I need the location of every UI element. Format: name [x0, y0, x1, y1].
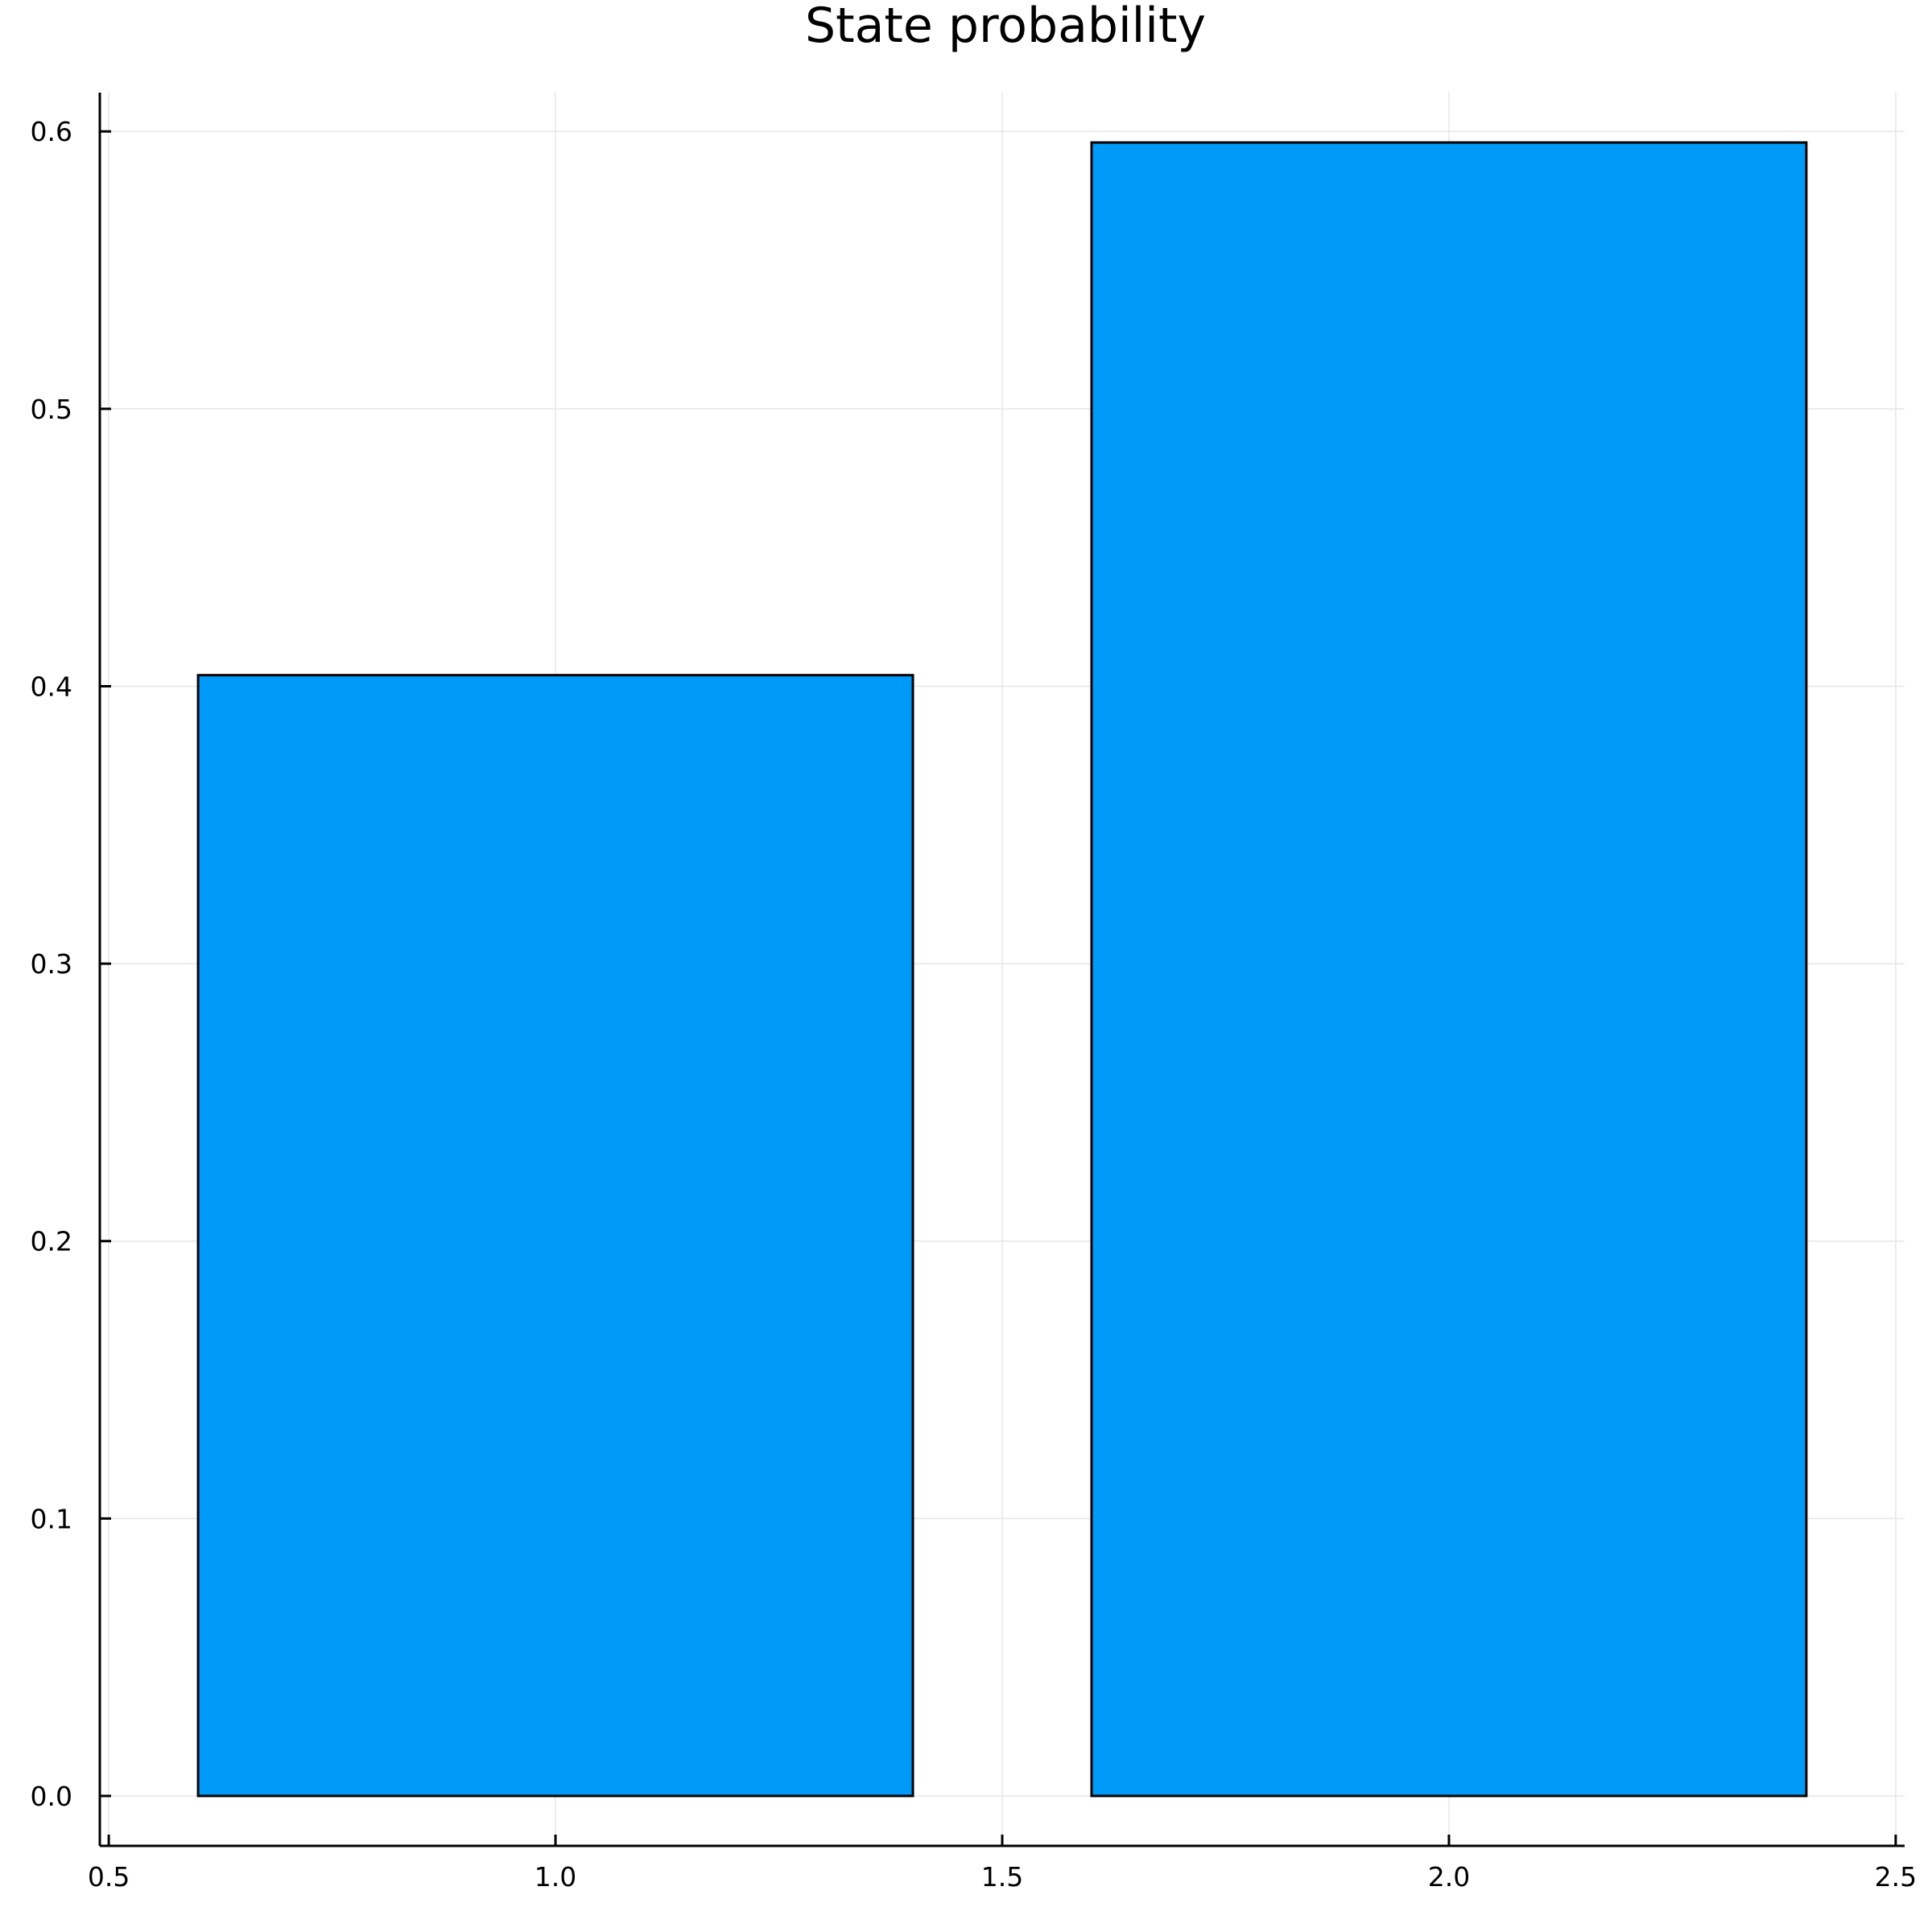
- bar-1: [196, 674, 914, 1798]
- y-tick-label-2: 0.2: [31, 1226, 72, 1257]
- x-tick-label-1: 1.0: [535, 1861, 576, 1893]
- x-tick-label-0: 0.5: [88, 1861, 130, 1893]
- x-tick-label-2: 1.5: [981, 1861, 1023, 1893]
- bars: [196, 141, 1808, 1798]
- x-tick-label-3: 2.0: [1428, 1861, 1470, 1893]
- y-tick-label-5: 0.5: [31, 394, 72, 425]
- y-tick-label-4: 0.4: [31, 671, 72, 702]
- y-tick-label-6: 0.6: [31, 116, 72, 147]
- bar-2: [1090, 141, 1808, 1798]
- y-tick-label-1: 0.1: [31, 1503, 72, 1534]
- axes: [98, 93, 1905, 1847]
- tick-labels: 0.5 1.0 1.5 2.0 2.5 0.0 0.1 0.2 0.3 0.4 0.5 0.6: [31, 116, 1918, 1893]
- y-tick-label-0: 0.0: [31, 1781, 72, 1812]
- y-tick-label-3: 0.3: [31, 948, 72, 980]
- chart-title: State probability: [805, 0, 1206, 54]
- x-tick-label-4: 2.5: [1875, 1861, 1917, 1893]
